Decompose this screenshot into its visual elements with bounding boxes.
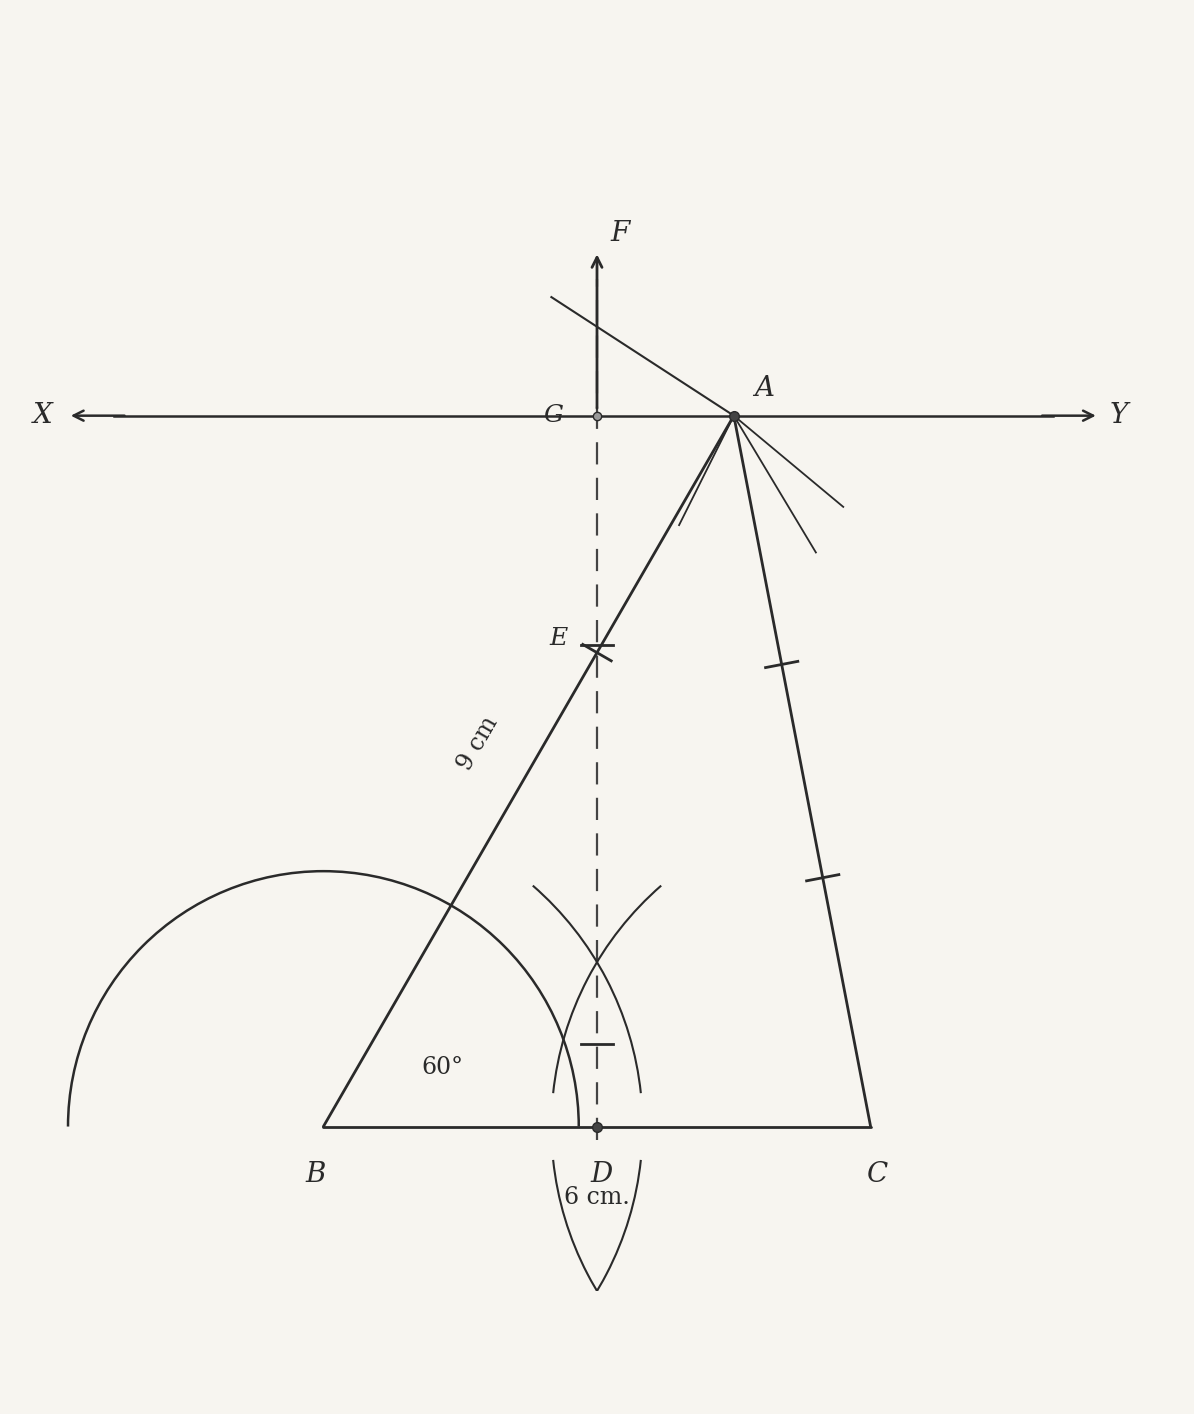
Text: 60°: 60° xyxy=(421,1056,463,1079)
Text: X: X xyxy=(32,402,53,430)
Text: E: E xyxy=(549,628,568,650)
Text: F: F xyxy=(610,221,630,247)
Text: B: B xyxy=(306,1161,326,1188)
Text: 6 cm.: 6 cm. xyxy=(564,1186,630,1209)
Text: A: A xyxy=(753,375,774,402)
Text: D: D xyxy=(591,1161,613,1188)
Text: C: C xyxy=(867,1161,888,1188)
Text: 9 cm: 9 cm xyxy=(453,713,501,775)
Text: G: G xyxy=(543,404,564,427)
Text: Y: Y xyxy=(1109,402,1128,430)
